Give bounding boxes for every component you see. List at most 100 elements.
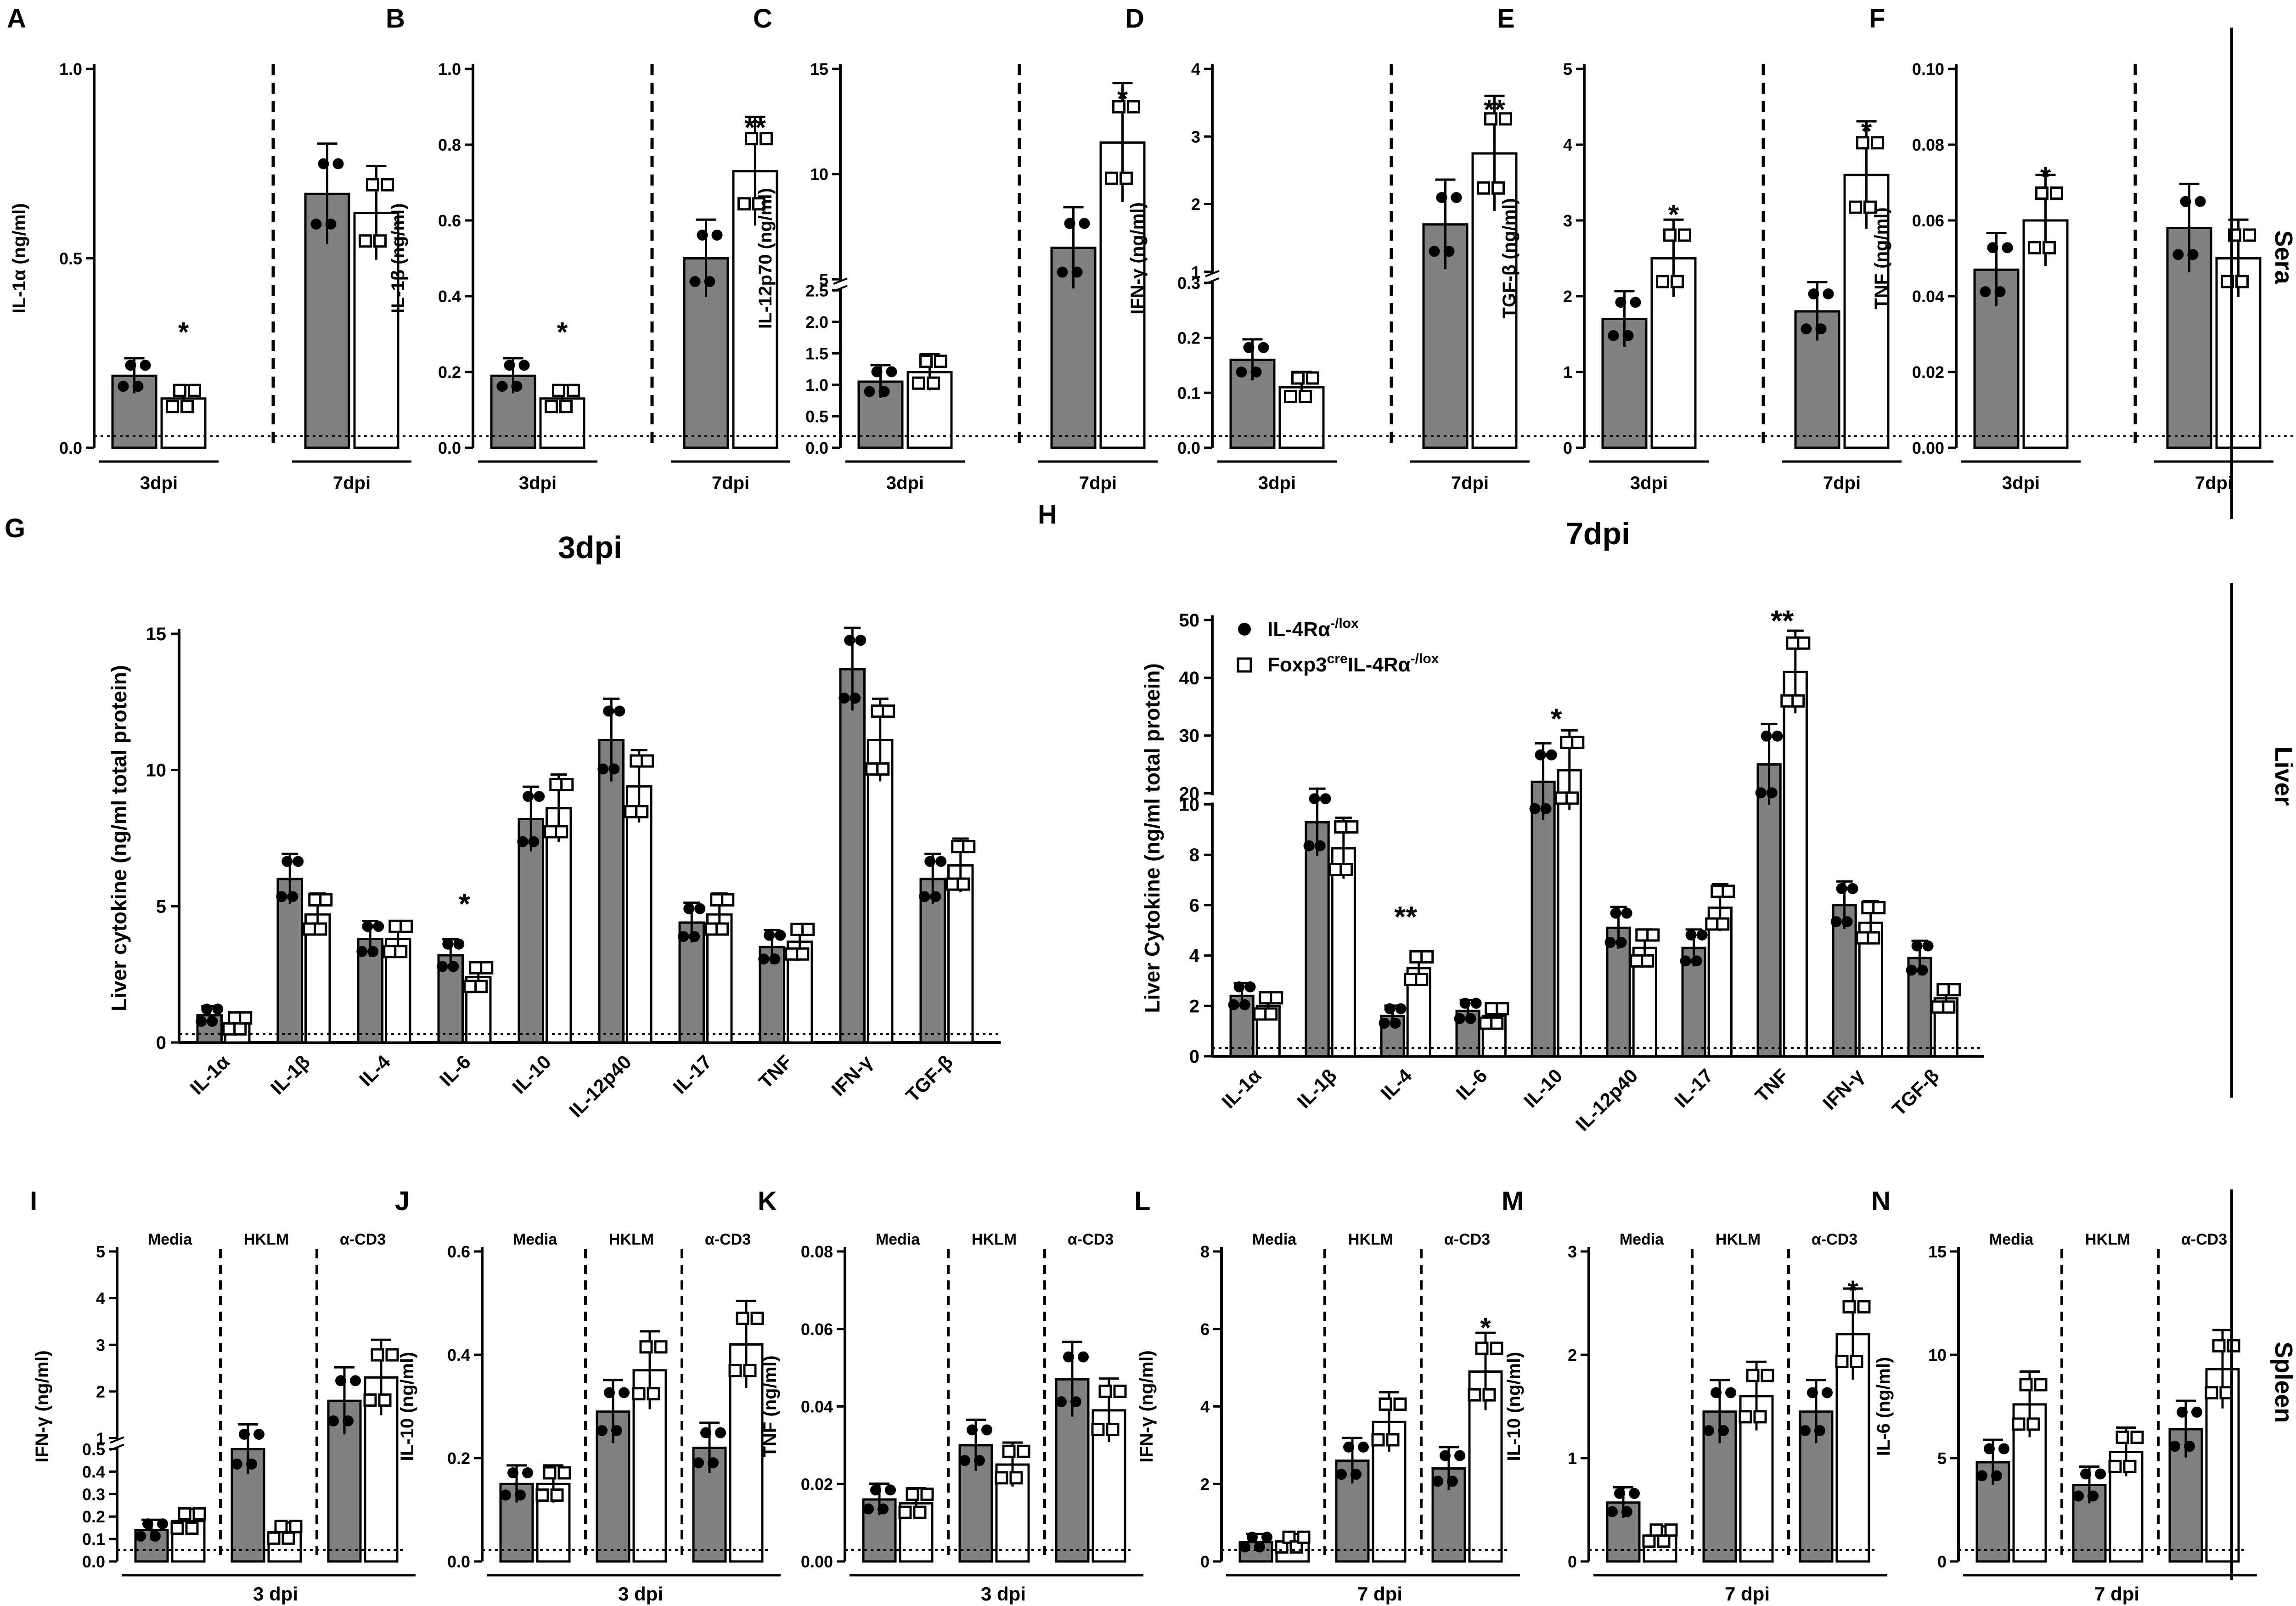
data-point <box>469 961 483 975</box>
data-point <box>1622 330 1634 341</box>
y-tick-label: 5 <box>1937 1449 1947 1468</box>
data-point <box>2026 1417 2040 1431</box>
data-point <box>150 1530 161 1542</box>
data-point <box>178 1507 191 1521</box>
data-point <box>1454 1450 1465 1461</box>
data-point <box>632 1387 646 1401</box>
data-point <box>728 1364 742 1378</box>
panel-letter: I <box>30 1186 37 1216</box>
data-point <box>1485 1002 1498 1015</box>
y-tick-label: 0 <box>1189 1047 1199 1067</box>
data-point <box>276 891 287 902</box>
data-point <box>1328 862 1342 876</box>
data-point <box>1815 323 1827 335</box>
significance-star: * <box>1847 1275 1858 1306</box>
significance-star: ** <box>1394 900 1417 933</box>
data-point <box>1678 228 1691 242</box>
data-point <box>394 945 408 958</box>
y-tick-label: 0.0 <box>82 1552 105 1571</box>
bar <box>1422 223 1469 449</box>
data-point <box>1529 803 1541 814</box>
data-point <box>1615 297 1626 308</box>
data-point <box>878 1503 889 1515</box>
data-point <box>557 1466 571 1480</box>
data-point <box>855 635 867 646</box>
data-point <box>1663 228 1677 242</box>
x-tick-label: TGF-β <box>901 1051 957 1106</box>
group-label: Media <box>1252 1231 1297 1248</box>
data-point <box>1621 907 1632 919</box>
data-point <box>1540 803 1552 814</box>
data-point <box>1447 1476 1458 1487</box>
data-point <box>715 922 729 936</box>
y-tick-label: 0.08 <box>1912 135 1944 154</box>
y-tick-label: 0.06 <box>801 1320 833 1339</box>
data-point <box>201 1003 213 1015</box>
y-tick-label: 6 <box>1200 1320 1210 1339</box>
data-point <box>654 1340 668 1354</box>
data-point <box>1766 787 1778 799</box>
bar <box>1557 769 1582 1058</box>
data-point <box>2116 1431 2129 1444</box>
panel-G: G 3dpi Liver cytokine (ng/ml total protein… <box>5 513 1001 1121</box>
data-point <box>1630 297 1641 308</box>
data-point <box>1451 192 1462 203</box>
data-point <box>343 1415 354 1426</box>
data-point <box>1565 791 1579 805</box>
data-point <box>545 400 558 413</box>
y-tick-label: 0.5 <box>82 1440 105 1459</box>
data-point <box>350 1375 361 1386</box>
data-point <box>689 931 700 942</box>
data-point <box>1270 991 1283 1005</box>
data-point <box>927 376 940 390</box>
panel-I: I IFN-γ (ng/ml) 0.0 0.1 0.2 0.3 0.4 0.51 2 3 4 5 Med… <box>30 1186 416 1605</box>
x-tick-label: IL-17 <box>669 1051 716 1098</box>
data-point <box>2123 1459 2137 1473</box>
data-point <box>962 840 976 854</box>
data-point <box>1814 1425 1825 1436</box>
data-point <box>310 218 322 230</box>
bar <box>1756 763 1782 1058</box>
data-point <box>1320 793 1331 805</box>
data-point <box>303 922 316 936</box>
data-point <box>207 1016 218 1027</box>
data-point <box>974 1455 985 1466</box>
y-tick-label: 1 <box>96 1429 105 1448</box>
data-point <box>381 178 394 192</box>
y-tick-label: 0.5 <box>805 407 828 426</box>
group-label: HKLM <box>609 1231 654 1248</box>
panel-letter: C <box>753 4 772 34</box>
x-axis-label: 7 dpi <box>2094 1583 2139 1605</box>
panel-N: N IL-6 (ng/ml) 0 5 10 15 Media HKLM α-CD3 7 dpi <box>1871 1186 2257 1605</box>
data-point <box>1336 1469 1347 1480</box>
data-point <box>597 763 609 775</box>
y-axis-label: TNF (ng/ml) <box>760 1355 780 1457</box>
data-point <box>898 1505 912 1519</box>
y-tick-label: 10 <box>1179 795 1200 815</box>
data-point <box>1499 112 1512 126</box>
panel-letter: J <box>395 1186 410 1216</box>
y-tick-label: 0.1 <box>1177 383 1200 402</box>
y-tick-label: 2 <box>1189 996 1199 1016</box>
data-point <box>118 381 129 392</box>
y-tick-label: 0.2 <box>447 1449 470 1468</box>
data-point <box>442 938 454 950</box>
y-tick-label: 0.3 <box>82 1485 105 1504</box>
data-point <box>1120 171 1133 185</box>
panel-L: L IFN-γ (ng/ml) 0 2 4 6 8 Media HKLM * α-CD3 7 dpi <box>1134 1186 1520 1605</box>
y-tick-label: 20 <box>1179 784 1200 804</box>
y-tick-label: 2 <box>1191 195 1200 214</box>
data-point <box>647 1387 660 1401</box>
data-point <box>366 178 379 192</box>
group-label: HKLM <box>2085 1231 2130 1248</box>
panel-letter: L <box>1134 1186 1150 1216</box>
data-point <box>1849 200 1862 214</box>
data-point <box>378 1393 392 1407</box>
y-axis-label: TNF (ng/ml) <box>1871 207 1891 309</box>
x-axis-label: 3 dpi <box>981 1583 1026 1605</box>
data-point <box>1761 730 1772 742</box>
data-point <box>267 1531 281 1545</box>
data-point <box>319 893 333 907</box>
data-point <box>180 400 194 413</box>
data-point <box>1841 916 1853 927</box>
